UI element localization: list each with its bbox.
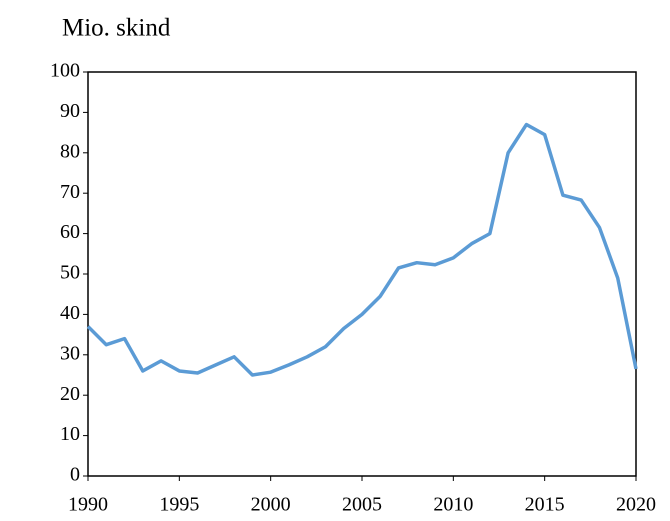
- x-tick-label: 2020: [616, 494, 656, 516]
- y-tick-label: 70: [60, 181, 80, 203]
- x-tick-label: 1995: [159, 494, 199, 516]
- x-tick-label: 2000: [251, 494, 291, 516]
- data-line: [86, 122, 638, 377]
- y-tick-label: 30: [60, 342, 80, 364]
- y-tick-label: 20: [60, 383, 80, 405]
- y-tick-label: 50: [60, 262, 80, 284]
- y-tick-label: 0: [70, 464, 80, 486]
- y-tick-label: 60: [60, 221, 80, 243]
- y-axis-title: Mio. skind: [62, 15, 171, 42]
- x-tick-label: 2015: [525, 494, 565, 516]
- x-tick-label: 1990: [68, 494, 108, 516]
- y-tick-label: 100: [50, 60, 80, 82]
- y-tick-label: 80: [60, 140, 80, 162]
- y-tick-label: 90: [60, 100, 80, 122]
- y-tick-label: 40: [60, 302, 80, 324]
- y-tick-label: 10: [60, 423, 80, 445]
- plot-frame: [87, 71, 637, 477]
- x-tick-label: 2010: [433, 494, 473, 516]
- x-tick-label: 2005: [342, 494, 382, 516]
